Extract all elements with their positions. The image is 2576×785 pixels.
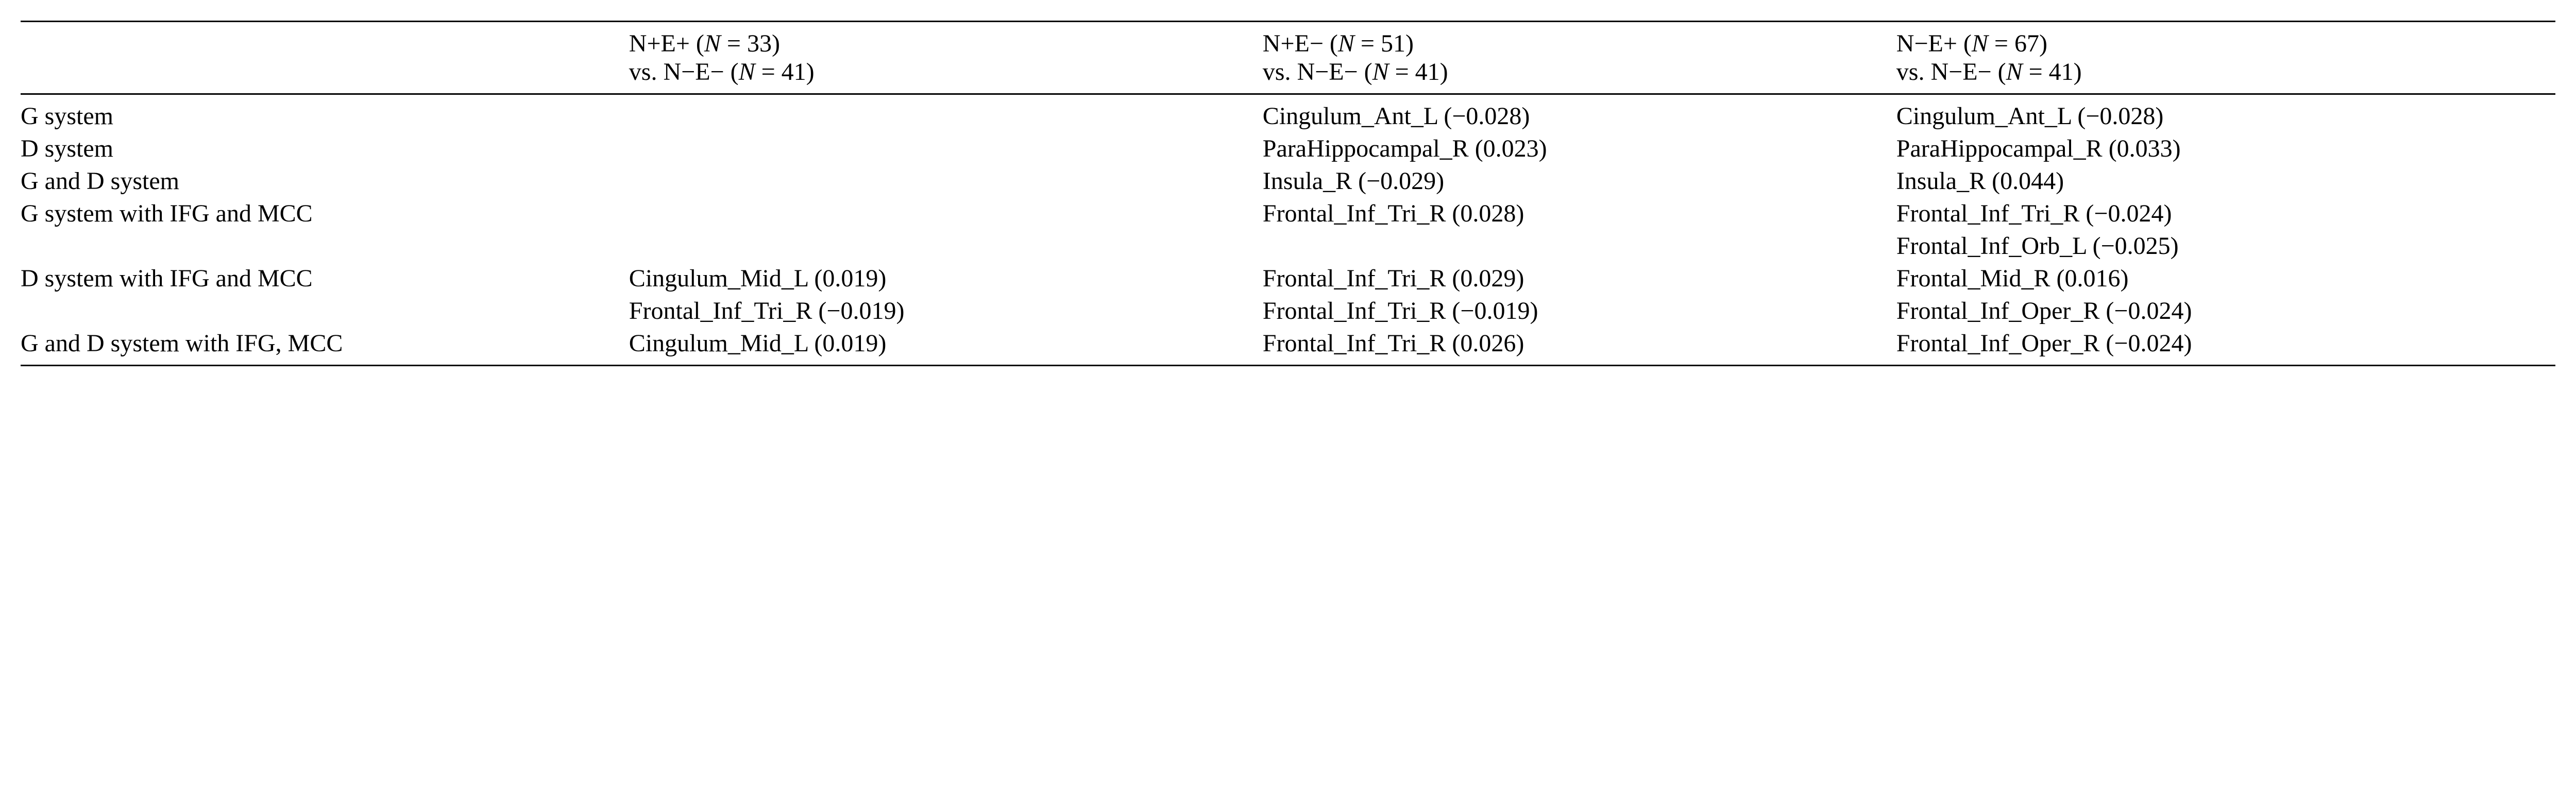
row-label: D system (21, 132, 629, 165)
h1-l2-pre: vs. N−E− ( (629, 58, 739, 86)
table-row: Frontal_Inf_Orb_L (−0.025) (21, 230, 2555, 262)
cell (1263, 230, 1896, 262)
cell: Frontal_Inf_Orb_L (−0.025) (1896, 230, 2555, 262)
h1-l2-post: = 41) (755, 58, 815, 86)
table-row: G and D system Insula_R (−0.029) Insula_… (21, 165, 2555, 197)
row-label: G and D system (21, 165, 629, 197)
header-col2: N+E− (N = 51) vs. N−E− (N = 41) (1263, 22, 1896, 94)
cell (629, 165, 1263, 197)
cell (629, 132, 1263, 165)
header-col1: N+E+ (N = 33) vs. N−E− (N = 41) (629, 22, 1263, 94)
row-label: D system with IFG and MCC (21, 262, 629, 295)
h2-l2-post: = 41) (1389, 58, 1448, 86)
cell: Frontal_Inf_Tri_R (−0.019) (1263, 295, 1896, 327)
cell: Frontal_Inf_Tri_R (0.028) (1263, 197, 1896, 230)
h3-l2-post: = 41) (2023, 58, 2082, 86)
cell: Frontal_Inf_Tri_R (−0.019) (629, 295, 1263, 327)
header-row: N+E+ (N = 33) vs. N−E− (N = 41) N+E− (N … (21, 22, 2555, 94)
h1-l2-ital: N (739, 58, 755, 86)
cell: Frontal_Inf_Oper_R (−0.024) (1896, 327, 2555, 366)
h3-l1-post: = 67) (1988, 30, 2047, 57)
table-row: Frontal_Inf_Tri_R (−0.019) Frontal_Inf_T… (21, 295, 2555, 327)
h3-l2-ital: N (2006, 58, 2023, 86)
table-row: D system with IFG and MCC Cingulum_Mid_L… (21, 262, 2555, 295)
h1-l1-post: = 33) (721, 30, 780, 57)
cell: Cingulum_Ant_L (−0.028) (1896, 94, 2555, 133)
row-label (21, 230, 629, 262)
table-row: G system with IFG and MCC Frontal_Inf_Tr… (21, 197, 2555, 230)
cell (629, 94, 1263, 133)
cell: Cingulum_Ant_L (−0.028) (1263, 94, 1896, 133)
row-label: G system (21, 94, 629, 133)
cell: Frontal_Inf_Oper_R (−0.024) (1896, 295, 2555, 327)
cell: Frontal_Inf_Tri_R (0.029) (1263, 262, 1896, 295)
cell: Insula_R (−0.029) (1263, 165, 1896, 197)
cell: ParaHippocampal_R (0.023) (1263, 132, 1896, 165)
h3-l1-pre: N−E+ ( (1896, 30, 1972, 57)
cell: Cingulum_Mid_L (0.019) (629, 262, 1263, 295)
cell (629, 230, 1263, 262)
table-row: G and D system with IFG, MCC Cingulum_Mi… (21, 327, 2555, 366)
h2-l1-post: = 51) (1354, 30, 1414, 57)
table-row: D system ParaHippocampal_R (0.023) ParaH… (21, 132, 2555, 165)
h2-l2-ital: N (1372, 58, 1389, 86)
table-row: G system Cingulum_Ant_L (−0.028) Cingulu… (21, 94, 2555, 133)
h3-l1-ital: N (1972, 30, 1988, 57)
h1-l1-ital: N (704, 30, 721, 57)
h1-l1-pre: N+E+ ( (629, 30, 704, 57)
cell: Frontal_Inf_Tri_R (0.026) (1263, 327, 1896, 366)
cell: Cingulum_Mid_L (0.019) (629, 327, 1263, 366)
cell: Insula_R (0.044) (1896, 165, 2555, 197)
header-blank (21, 22, 629, 94)
cell: Frontal_Mid_R (0.016) (1896, 262, 2555, 295)
h3-l2-pre: vs. N−E− ( (1896, 58, 2006, 86)
cell (629, 197, 1263, 230)
row-label: G and D system with IFG, MCC (21, 327, 629, 366)
comparison-table: N+E+ (N = 33) vs. N−E− (N = 41) N+E− (N … (21, 21, 2555, 366)
h2-l2-pre: vs. N−E− ( (1263, 58, 1372, 86)
row-label (21, 295, 629, 327)
h2-l1-ital: N (1338, 30, 1354, 57)
cell: Frontal_Inf_Tri_R (−0.024) (1896, 197, 2555, 230)
h2-l1-pre: N+E− ( (1263, 30, 1338, 57)
row-label: G system with IFG and MCC (21, 197, 629, 230)
header-col3: N−E+ (N = 67) vs. N−E− (N = 41) (1896, 22, 2555, 94)
cell: ParaHippocampal_R (0.033) (1896, 132, 2555, 165)
